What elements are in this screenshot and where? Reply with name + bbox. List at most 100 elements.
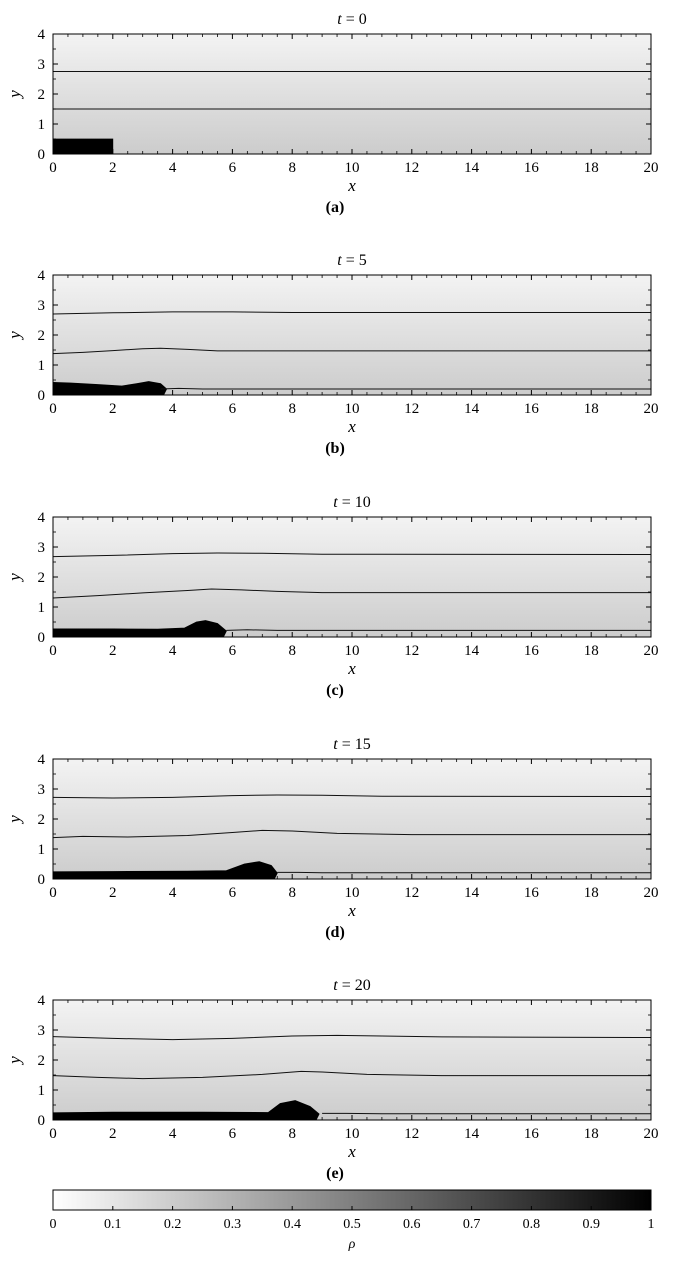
panel-label: (d) — [325, 924, 345, 941]
x-tick-label: 4 — [169, 160, 177, 176]
x-tick-label: 18 — [584, 401, 599, 417]
gravity-current — [53, 138, 114, 154]
x-tick-label: 14 — [464, 1126, 480, 1142]
density-contour — [53, 1034, 651, 1041]
y-tick-label: 4 — [38, 510, 46, 526]
y-tick-label: 1 — [38, 358, 46, 374]
x-tick-label: 4 — [169, 885, 177, 901]
x-tick-label: 16 — [524, 885, 540, 901]
y-tick-label: 1 — [38, 117, 46, 133]
x-tick-label: 14 — [464, 160, 480, 176]
x-tick-label: 16 — [524, 1126, 540, 1142]
x-tick-label: 4 — [169, 401, 177, 417]
x-tick-label: 12 — [404, 885, 419, 901]
y-tick-label: 2 — [38, 87, 46, 103]
x-axis-label: x — [347, 659, 356, 678]
y-tick-label: 0 — [38, 872, 46, 888]
y-axis-label: y — [5, 573, 24, 583]
density-contour — [226, 629, 651, 631]
plot-area — [53, 311, 651, 395]
colorbar-tick-label: 0.5 — [343, 1217, 361, 1232]
x-tick-label: 20 — [644, 1126, 659, 1142]
y-tick-label: 0 — [38, 1113, 46, 1129]
colorbar-tick-label: 0.9 — [582, 1217, 600, 1232]
x-tick-label: 2 — [109, 401, 117, 417]
colorbar-tick-label: 0.2 — [164, 1217, 182, 1232]
x-tick-label: 18 — [584, 160, 599, 176]
density-contour — [53, 347, 651, 355]
plot-area — [53, 1034, 651, 1120]
colorbar-tick-label: 0.1 — [104, 1217, 122, 1232]
x-tick-label: 10 — [345, 401, 360, 417]
x-tick-label: 8 — [288, 643, 296, 659]
y-tick-label: 0 — [38, 147, 46, 163]
density-field — [53, 759, 651, 879]
y-tick-label: 3 — [38, 540, 46, 556]
colorbar-tick-label: 0.6 — [403, 1217, 421, 1232]
x-tick-label: 12 — [404, 643, 419, 659]
y-tick-label: 4 — [38, 752, 46, 768]
gravity-current — [53, 381, 168, 395]
x-tick-label: 2 — [109, 1126, 117, 1142]
density-contour — [53, 794, 651, 799]
density-contour — [53, 588, 651, 599]
x-tick-label: 10 — [345, 160, 360, 176]
colorbar-tick-label: 0.4 — [283, 1217, 301, 1232]
y-tick-label: 1 — [38, 600, 46, 616]
x-tick-label: 12 — [404, 160, 419, 176]
x-tick-label: 10 — [345, 1126, 360, 1142]
x-tick-label: 8 — [288, 1126, 296, 1142]
x-tick-label: 6 — [229, 160, 237, 176]
x-axis-label: x — [347, 1142, 356, 1161]
panel-title: t = 5 — [337, 252, 366, 269]
x-tick-label: 6 — [229, 401, 237, 417]
colorbar-label: ρ — [348, 1237, 356, 1252]
gravity-current — [53, 1100, 320, 1120]
panel-label: (b) — [325, 440, 345, 457]
x-axis-label: x — [347, 901, 356, 920]
x-tick-label: 0 — [49, 401, 57, 417]
y-tick-label: 4 — [38, 993, 46, 1009]
panel-label: (e) — [326, 1165, 344, 1182]
plot-area — [53, 552, 651, 637]
y-tick-label: 2 — [38, 570, 46, 586]
density-contour — [53, 1070, 651, 1080]
y-tick-label: 3 — [38, 298, 46, 314]
plot-area — [53, 71, 651, 154]
x-tick-label: 20 — [644, 401, 659, 417]
density-contour — [53, 552, 651, 558]
gravity-current — [53, 861, 278, 879]
x-tick-label: 18 — [584, 1126, 599, 1142]
x-tick-label: 18 — [584, 643, 599, 659]
density-field — [53, 275, 651, 395]
gravity-current — [53, 620, 227, 637]
panel-title: t = 20 — [333, 977, 370, 994]
density-field — [53, 34, 651, 154]
x-tick-label: 18 — [584, 885, 599, 901]
y-axis-label: y — [5, 331, 24, 341]
y-tick-label: 2 — [38, 328, 46, 344]
y-tick-label: 1 — [38, 1083, 46, 1099]
x-tick-label: 10 — [345, 643, 360, 659]
y-tick-label: 3 — [38, 57, 46, 73]
y-tick-label: 2 — [38, 1053, 46, 1069]
x-tick-label: 0 — [49, 643, 57, 659]
x-axis-label: x — [347, 417, 356, 436]
y-axis-label: y — [5, 90, 24, 100]
x-tick-label: 12 — [404, 1126, 419, 1142]
y-tick-label: 3 — [38, 782, 46, 798]
y-tick-label: 3 — [38, 1023, 46, 1039]
panel-title: t = 15 — [333, 736, 370, 753]
x-tick-label: 20 — [644, 643, 659, 659]
density-contour — [53, 311, 651, 315]
colorbar-tick-label: 0.7 — [463, 1217, 481, 1232]
y-tick-label: 1 — [38, 842, 46, 858]
panel-title: t = 10 — [333, 494, 370, 511]
colorbar-tick-label: 0 — [50, 1217, 57, 1232]
